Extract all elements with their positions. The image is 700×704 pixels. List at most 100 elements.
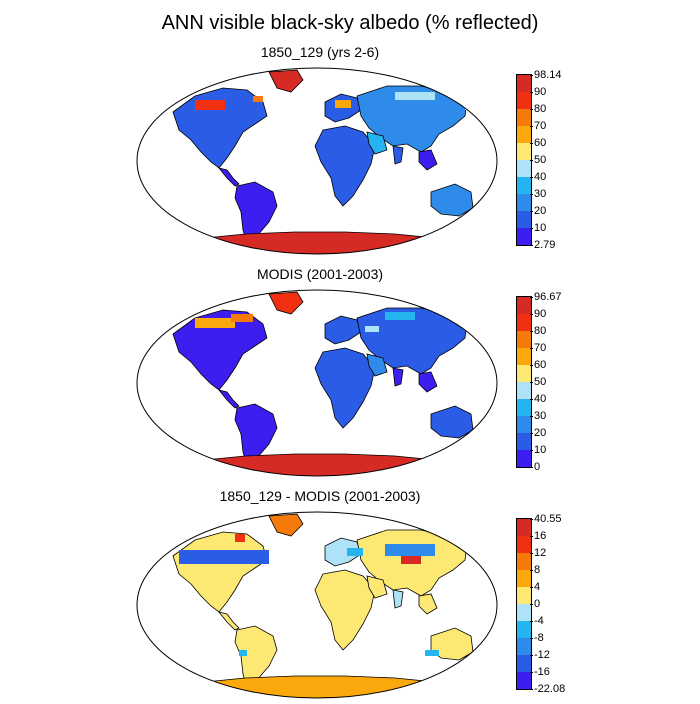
colorbar-label: 80 <box>534 103 547 115</box>
colorbar-tick <box>530 433 533 434</box>
colorbar-tick <box>530 314 533 315</box>
map-border <box>136 289 498 477</box>
colorbar-label: 20 <box>534 205 547 217</box>
colorbar-label: 60 <box>534 137 547 149</box>
colorbar-segment <box>517 194 531 211</box>
colorbar-segment <box>517 228 531 245</box>
land-africa <box>314 347 376 429</box>
colorbar-label: 50 <box>534 154 547 166</box>
colorbar-segment <box>517 519 531 536</box>
grid-patch <box>179 550 269 564</box>
colorbar-tick <box>530 416 533 417</box>
colorbar-tick <box>530 604 533 605</box>
colorbar-tick <box>530 211 533 212</box>
colorbar-label: 70 <box>534 120 547 132</box>
colorbar-segment <box>517 177 531 194</box>
land-greenland <box>268 291 304 315</box>
colorbar-segment <box>517 553 531 570</box>
colorbar-segment <box>517 331 531 348</box>
land-arabia <box>366 353 388 377</box>
world-map <box>136 511 498 699</box>
colorbar-label: 40 <box>534 171 547 183</box>
colorbar-tick <box>530 638 533 639</box>
colorbar-tick <box>530 228 533 229</box>
grid-patch <box>425 650 439 656</box>
grid-patch <box>235 534 245 542</box>
colorbar-segment <box>517 75 531 92</box>
land-europe <box>324 315 362 345</box>
world-map <box>136 289 498 477</box>
colorbar-tick <box>530 399 533 400</box>
grid-patch <box>365 326 379 332</box>
colorbar-label: -22.08 <box>534 683 566 695</box>
colorbar-label: -16 <box>534 666 550 678</box>
grid-patch <box>195 318 235 328</box>
colorbar-label: 40 <box>534 393 547 405</box>
land-centralAm <box>217 167 240 187</box>
map-border <box>136 67 498 255</box>
colorbar-tick <box>530 587 533 588</box>
grid-patch <box>253 96 263 102</box>
colorbar-segment <box>517 348 531 365</box>
colorbar-label: 90 <box>534 308 547 320</box>
colorbar-label: -12 <box>534 649 550 661</box>
colorbar-tick <box>530 382 533 383</box>
colorbar-tick <box>530 621 533 622</box>
panel-subtitle: 1850_129 - MODIS (2001-2003) <box>219 488 421 504</box>
land-australia <box>430 405 474 439</box>
colorbar-label: 60 <box>534 359 547 371</box>
figure-title: ANN visible black-sky albedo (% reflecte… <box>161 12 539 34</box>
colorbar-label: 20 <box>534 427 547 439</box>
grid-patch <box>385 312 415 320</box>
colorbar-segment <box>517 143 531 160</box>
colorbar-label: 96.67 <box>534 291 562 303</box>
land-seAsia <box>418 371 438 393</box>
grid-patch <box>239 650 247 656</box>
world-map <box>136 67 498 255</box>
colorbar-segment <box>517 570 531 587</box>
colorbar-tick <box>530 519 533 520</box>
colorbar-tick <box>530 331 533 332</box>
colorbar-tick <box>530 365 533 366</box>
colorbar-segment <box>517 536 531 553</box>
land-greenland <box>268 513 304 537</box>
colorbar-label: -4 <box>534 615 544 627</box>
colorbar-label: 30 <box>534 410 547 422</box>
colorbar-tick <box>530 348 533 349</box>
land-seAsia <box>418 593 438 615</box>
map-panel-obs: MODIS (2001-2003) 96.67 90 80 70 60 50 40 30 20 10… <box>0 262 700 482</box>
colorbar-tick <box>530 109 533 110</box>
land-seAsia <box>418 149 438 171</box>
colorbar-segment <box>517 450 531 467</box>
colorbar-tick <box>530 92 533 93</box>
grid-patch <box>335 100 351 108</box>
colorbar-label: 10 <box>534 444 547 456</box>
land-arabia <box>366 131 388 155</box>
colorbar-segment <box>517 638 531 655</box>
colorbar-label: 8 <box>534 564 541 576</box>
colorbar-label: 80 <box>534 325 547 337</box>
colorbar-segment <box>517 604 531 621</box>
land-centralAm <box>217 389 240 409</box>
colorbar-segment <box>517 433 531 450</box>
land-india <box>392 367 404 387</box>
colorbar-tick <box>530 689 533 690</box>
colorbar-tick <box>530 177 533 178</box>
colorbar-segment <box>517 399 531 416</box>
colorbar-tick <box>530 536 533 537</box>
colorbar-segment <box>517 416 531 433</box>
grid-patch <box>401 556 421 564</box>
colorbar-tick <box>530 297 533 298</box>
colorbar-label: 2.79 <box>534 239 556 251</box>
colorbar-label: 0 <box>534 598 541 610</box>
colorbar-label: -8 <box>534 632 544 644</box>
colorbar-tick <box>530 467 533 468</box>
colorbar <box>516 74 532 246</box>
colorbar-tick <box>530 245 533 246</box>
colorbar-segment <box>517 382 531 399</box>
colorbar-segment <box>517 211 531 228</box>
land-greenland <box>268 69 304 93</box>
colorbar-tick <box>530 160 533 161</box>
grid-patch <box>195 100 225 110</box>
land-northAmerica <box>172 309 268 391</box>
